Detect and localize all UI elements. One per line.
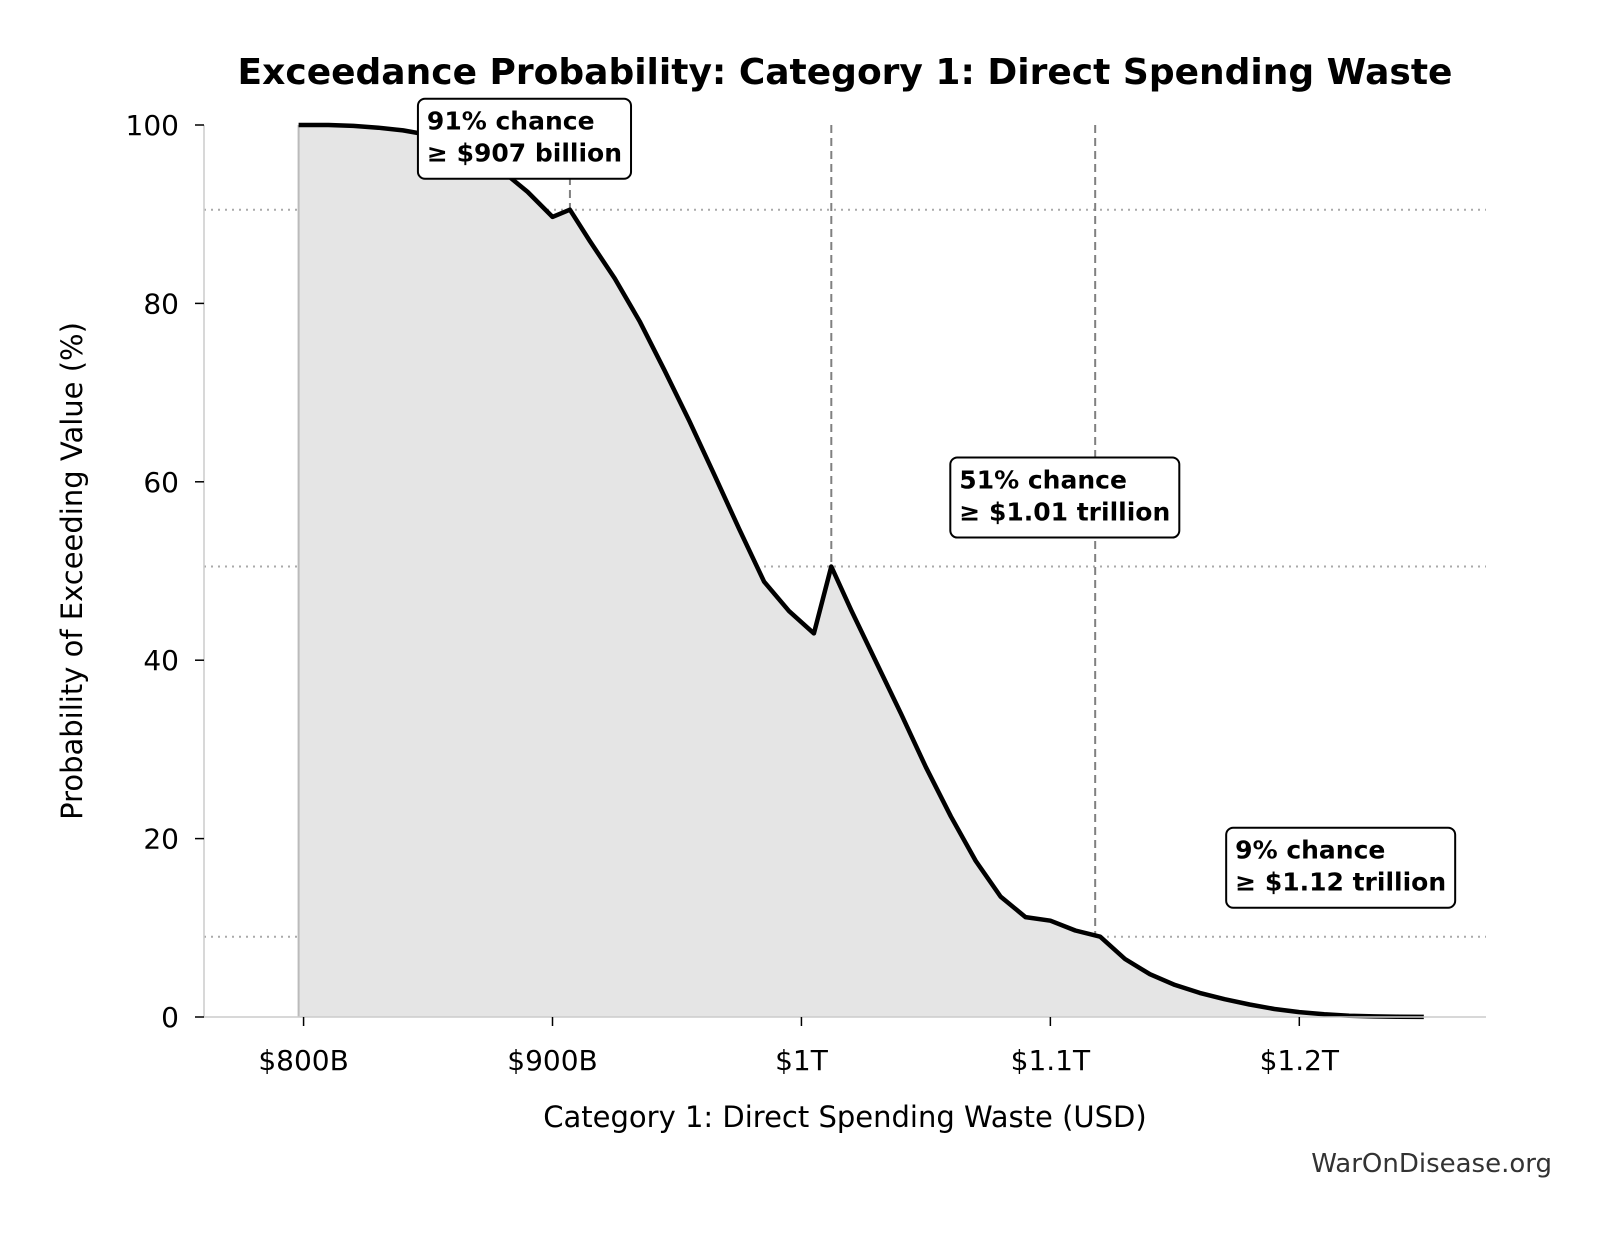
annotation-line-1: 51% chance bbox=[959, 466, 1127, 495]
y-tick-label: 20 bbox=[143, 823, 179, 856]
y-tick-label: 60 bbox=[143, 466, 179, 499]
exceedance-area bbox=[298, 125, 1424, 1017]
annotation-box-2: 51% chance ≥ $1.01 trillion bbox=[949, 456, 1181, 539]
annotation-box-1: 91% chance ≥ $907 billion bbox=[416, 97, 633, 180]
y-tick-label: 100 bbox=[126, 109, 179, 142]
chart-title: Exceedance Probability: Category 1: Dire… bbox=[238, 52, 1453, 93]
annotations: 91% chance ≥ $907 billion 51% chance ≥ $1.0… bbox=[416, 97, 1457, 909]
annotation-box-3: 9% chance ≥ $1.12 trillion bbox=[1225, 826, 1457, 909]
y-tick-label: 80 bbox=[143, 287, 179, 320]
annotation-line-2: ≥ $1.01 trillion bbox=[959, 498, 1170, 527]
x-tick-label: $1T bbox=[775, 1044, 829, 1077]
x-tick-label: $1.1T bbox=[1011, 1044, 1091, 1077]
x-tick-label: $1.2T bbox=[1260, 1044, 1340, 1077]
y-tick-label: 40 bbox=[143, 644, 179, 677]
x-tick-label: $900B bbox=[507, 1044, 597, 1077]
x-axis-ticks: $800B $900B $1T $1.1T $1.2T bbox=[258, 1017, 1340, 1077]
annotation-line-2: ≥ $907 billion bbox=[427, 139, 622, 168]
annotation-line-1: 91% chance bbox=[427, 107, 595, 136]
annotation-line-1: 9% chance bbox=[1235, 836, 1385, 865]
watermark: WarOnDisease.org bbox=[1311, 1149, 1552, 1179]
annotation-frame bbox=[949, 456, 1181, 539]
y-tick-label: 0 bbox=[161, 1001, 179, 1034]
annotation-line-2: ≥ $1.12 trillion bbox=[1235, 868, 1446, 897]
x-axis-label: Category 1: Direct Spending Waste (USD) bbox=[543, 1100, 1146, 1134]
annotation-frame bbox=[1225, 826, 1457, 909]
y-axis-label: Probability of Exceeding Value (%) bbox=[55, 322, 89, 820]
y-axis-ticks: 0 20 40 60 80 100 bbox=[126, 109, 204, 1034]
x-tick-label: $800B bbox=[258, 1044, 348, 1077]
annotation-frame bbox=[416, 97, 633, 180]
